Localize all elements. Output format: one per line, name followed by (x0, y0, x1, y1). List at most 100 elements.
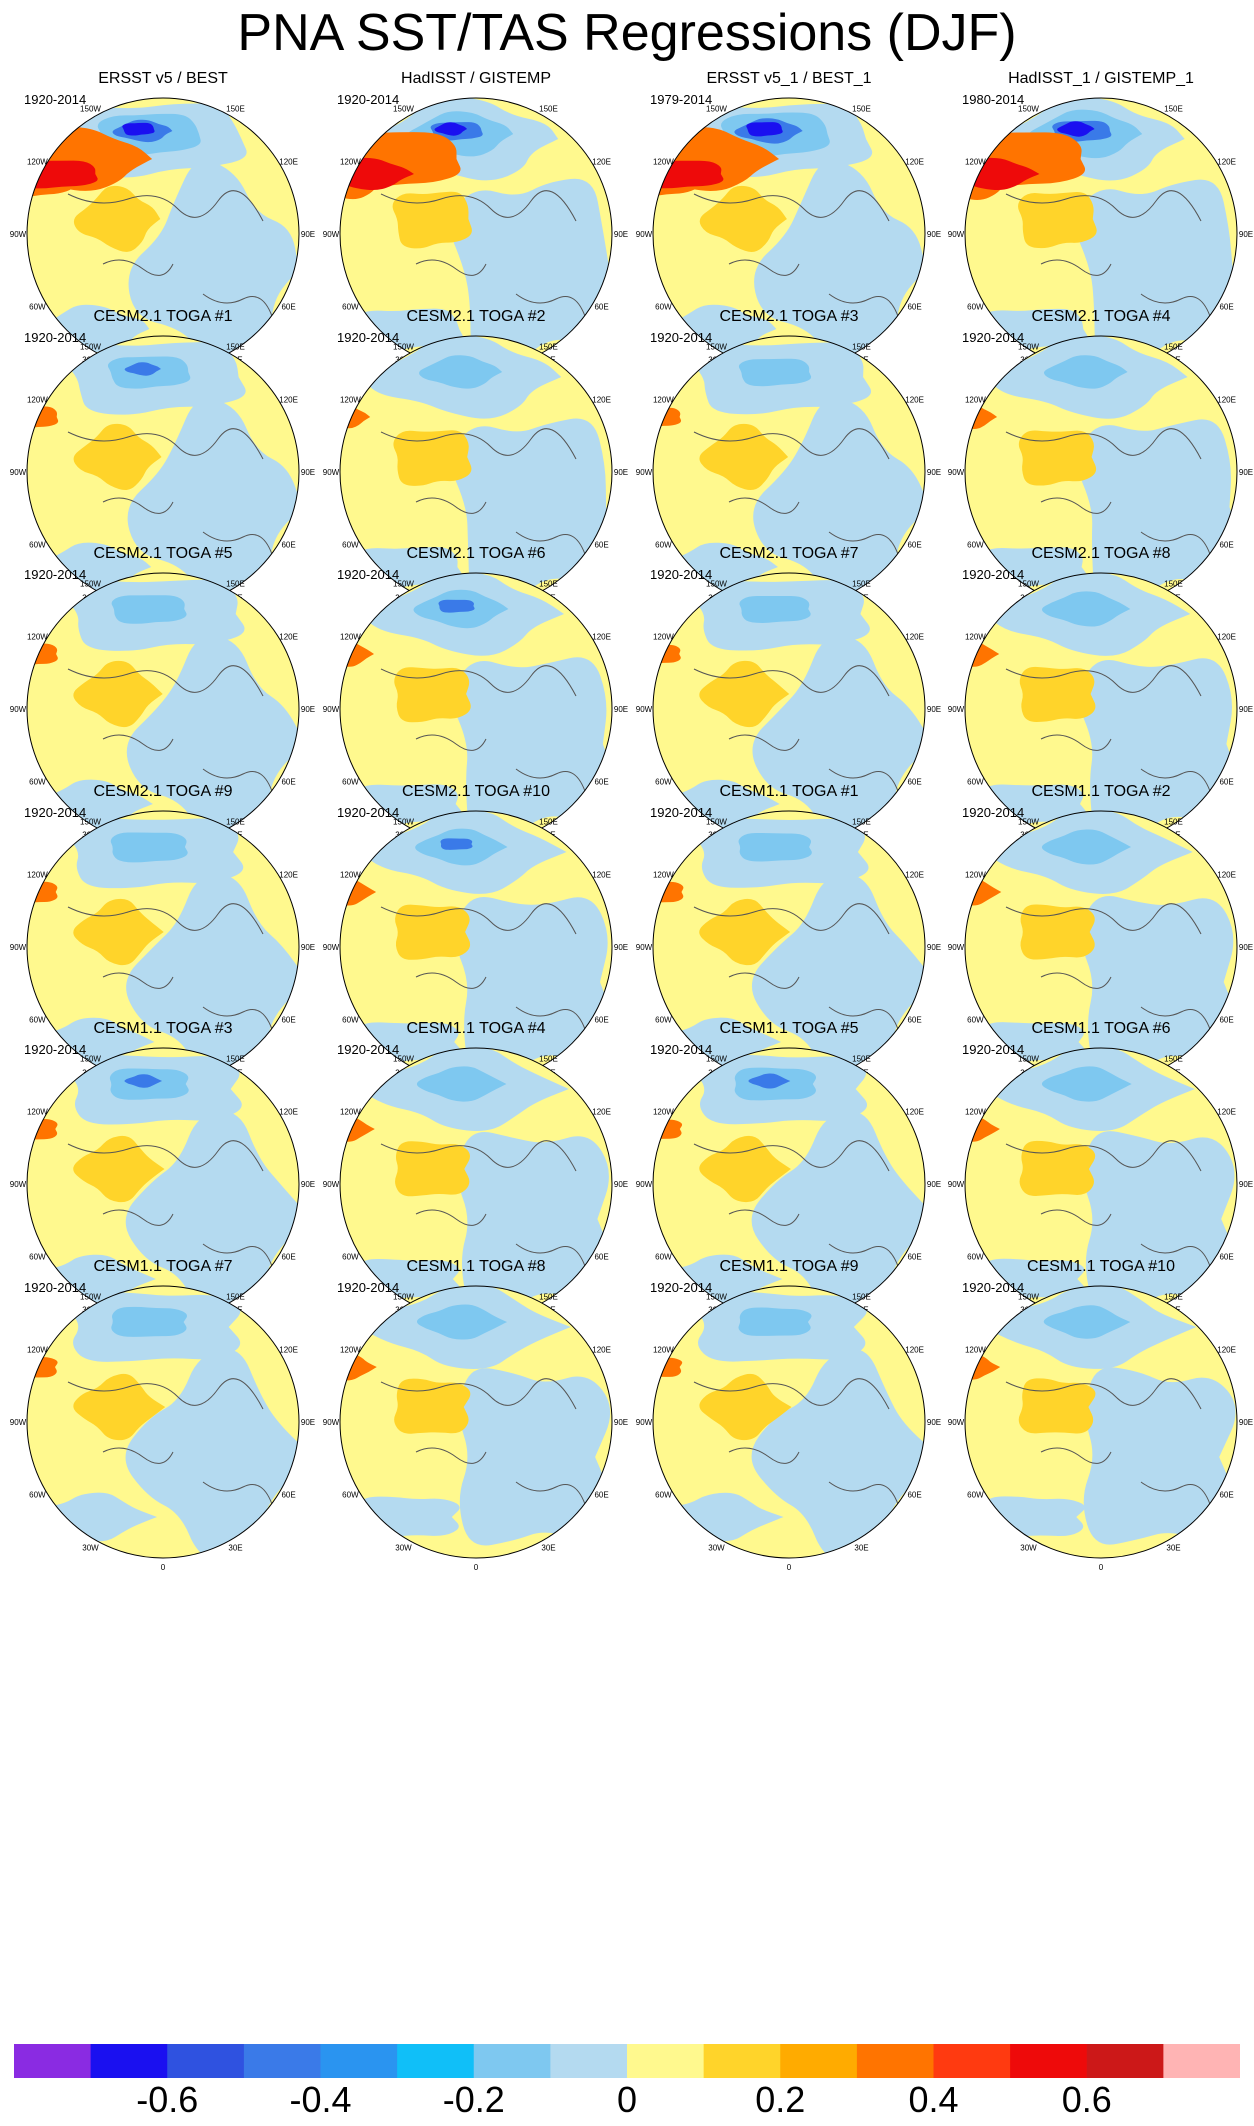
longitude-label: 60E (281, 778, 295, 787)
longitude-label: 90W (10, 705, 27, 714)
longitude-label: 90W (948, 1180, 965, 1189)
longitude-label: 120E (905, 871, 924, 880)
longitude-label: 60E (281, 303, 295, 312)
longitude-label: 60W (655, 303, 672, 312)
longitude-label: 60E (594, 1491, 608, 1500)
map-panel: CESM1.1 TOGA #1 1920-2014 180 150E 120E 90E 60… (634, 783, 944, 1105)
positive-anomaly-core (393, 430, 472, 486)
positive-anomaly-core (653, 644, 681, 664)
longitude-label: 150E (852, 104, 871, 113)
longitude-label: 120W (965, 396, 986, 405)
longitude-label: 90W (323, 1180, 340, 1189)
panel-period: 1980-2014 (962, 92, 1025, 107)
longitude-label: 150E (852, 1292, 871, 1301)
coastline (380, 903, 587, 1033)
negative-anomaly-core (1057, 121, 1095, 137)
longitude-label: 150W (1018, 1054, 1039, 1063)
longitude-label: 150W (1018, 1292, 1039, 1301)
map-panel: CESM2.1 TOGA #3 1920-2014 180 150E 120E 90E 60… (634, 308, 944, 630)
polar-map: 180150E120E90E60E30E030W60W90W120W150W (323, 1280, 628, 1572)
positive-anomaly-core (1019, 1140, 1096, 1196)
longitude-label: 150W (706, 817, 727, 826)
longitude-label: 90W (636, 1180, 653, 1189)
polar-map: 180150E120E90E60E30E030W60W90W120W150W (948, 1280, 1253, 1572)
longitude-label: 90W (323, 943, 340, 952)
longitude-label: 150E (852, 579, 871, 588)
colorbar-swatch (1163, 2044, 1240, 2078)
longitude-label: 90W (10, 1418, 27, 1427)
longitude-label: 90W (636, 468, 653, 477)
longitude-label: 90E (1239, 705, 1253, 714)
longitude-label: 60E (907, 1253, 921, 1262)
longitude-label: 30E (228, 1544, 242, 1553)
negative-anomaly-core (416, 1066, 507, 1102)
negative-anomaly-core (739, 596, 811, 623)
longitude-label: 60W (342, 1491, 359, 1500)
coastline (1005, 428, 1212, 558)
positive-anomaly-core (653, 407, 682, 427)
map-border (339, 1285, 613, 1559)
longitude-label: 30W (708, 1544, 725, 1553)
panel-period: 1920-2014 (24, 330, 87, 345)
colorbar-tick-label: -0.6 (136, 2079, 199, 2120)
weak-negative-region (980, 1496, 1085, 1537)
longitude-label: 90E (927, 468, 941, 477)
panel-period: 1920-2014 (24, 1280, 87, 1295)
longitude-label: 60W (342, 303, 359, 312)
longitude-label: 90W (948, 468, 965, 477)
longitude-label: 120E (1217, 1346, 1236, 1355)
map-panel: CESM2.1 TOGA #5 1920-2014 180 150E 120E 90E 60… (8, 545, 318, 867)
weak-negative-region (1078, 419, 1237, 602)
colorbar-swatch (243, 2044, 322, 2078)
longitude-label: 60E (594, 303, 608, 312)
weak-negative-region (751, 1348, 925, 1558)
longitude-label: 150E (852, 817, 871, 826)
colorbar-swatch (780, 2044, 858, 2078)
panel-period: 1920-2014 (337, 1042, 400, 1057)
panel-title: CESM1.1 TOGA #6 (1031, 1020, 1171, 1037)
longitude-label: 120W (653, 1108, 674, 1117)
longitude-label: 60W (967, 1253, 984, 1262)
weak-negative-region (455, 897, 612, 1075)
positive-anomaly-core (27, 881, 58, 903)
panel-title: CESM2.1 TOGA #3 (719, 308, 859, 325)
longitude-label: 90E (301, 230, 315, 239)
weak-negative-region (1083, 1131, 1236, 1309)
positive-anomaly-core (1018, 430, 1097, 486)
longitude-label: 120E (279, 396, 298, 405)
longitude-label: 90W (636, 943, 653, 952)
coastline (67, 190, 274, 320)
longitude-label: 120E (1217, 633, 1236, 642)
longitude-label: 60W (967, 541, 984, 550)
longitude-label: 180 (1094, 92, 1108, 94)
longitude-label: 150W (706, 342, 727, 351)
longitude-label: 60E (907, 303, 921, 312)
coastline (380, 665, 587, 795)
negative-anomaly-core (111, 1306, 188, 1337)
panel-title: CESM1.1 TOGA #9 (719, 1258, 859, 1275)
longitude-label: 150W (706, 579, 727, 588)
polar-map: 180150E120E90E60E30E030W60W90W120W150W (323, 330, 628, 622)
longitude-label: 60E (1219, 1491, 1233, 1500)
polar-map: 180150E120E90E60E30E030W60W90W120W150W (948, 805, 1253, 1097)
longitude-label: 60E (594, 778, 608, 787)
weak-negative-region (752, 636, 925, 845)
longitude-label: 90W (948, 1418, 965, 1427)
panel-title: HadISST / GISTEMP (401, 70, 551, 87)
longitude-label: 180 (1094, 330, 1108, 332)
positive-anomaly-core (27, 160, 98, 189)
longitude-label: 150W (393, 817, 414, 826)
longitude-label: 60E (907, 541, 921, 550)
longitude-label: 90E (614, 943, 628, 952)
longitude-label: 0 (787, 1563, 792, 1572)
longitude-label: 180 (156, 805, 170, 807)
negative-anomaly-core (124, 1074, 163, 1088)
longitude-label: 90W (948, 230, 965, 239)
longitude-label: 120E (279, 1108, 298, 1117)
longitude-label: 180 (1094, 1042, 1108, 1044)
longitude-label: 90E (1239, 1418, 1253, 1427)
longitude-label: 60W (342, 1016, 359, 1025)
weak-negative-region (125, 1348, 299, 1558)
negative-anomaly-core (419, 355, 503, 389)
